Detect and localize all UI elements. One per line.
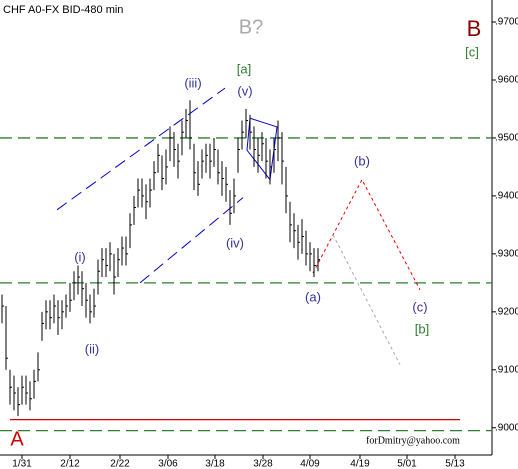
wave-label: A bbox=[10, 428, 24, 450]
y-tick-label: .9200 bbox=[495, 306, 518, 317]
x-tick-label: 5/01 bbox=[397, 459, 417, 469]
y-tick-label: .9500 bbox=[495, 133, 518, 144]
y-tick-label: .9600 bbox=[495, 75, 518, 86]
wave-label: (iv) bbox=[226, 235, 244, 250]
x-tick-label: 4/09 bbox=[300, 459, 320, 469]
y-tick-label: .9100 bbox=[495, 364, 518, 375]
watermark: forDmitry@yahoo.com bbox=[366, 435, 460, 446]
y-tick-label: .9700 bbox=[495, 17, 518, 28]
wave-label: B bbox=[467, 16, 482, 41]
chart-title: CHF A0-FX BID-480 min bbox=[3, 4, 123, 16]
x-tick-label: 2/22 bbox=[110, 459, 130, 469]
y-tick-label: .9400 bbox=[495, 191, 518, 202]
x-tick-label: 4/19 bbox=[350, 459, 370, 469]
wave-label: (ii) bbox=[85, 341, 99, 356]
wave-line bbox=[332, 234, 401, 365]
wave-label: B? bbox=[239, 16, 263, 38]
wave-label: (v) bbox=[237, 83, 252, 98]
wave-label: (iii) bbox=[184, 75, 201, 90]
y-tick-label: .9000 bbox=[495, 422, 518, 433]
wave-label: [b] bbox=[415, 321, 429, 336]
wave-label: (c) bbox=[412, 299, 427, 314]
wave-label: [a] bbox=[237, 61, 251, 76]
y-tick-label: .9300 bbox=[495, 249, 518, 260]
x-tick-label: 3/06 bbox=[158, 459, 178, 469]
wave-line bbox=[139, 197, 244, 284]
wave-label: (a) bbox=[305, 289, 321, 304]
wave-label: [c] bbox=[465, 44, 479, 59]
x-tick-label: 3/18 bbox=[205, 459, 225, 469]
wave-line bbox=[312, 178, 421, 291]
wave-label: (b) bbox=[354, 153, 370, 168]
x-tick-label: 2/12 bbox=[60, 459, 80, 469]
x-tick-label: 5/13 bbox=[445, 459, 465, 469]
wave-line bbox=[56, 87, 226, 211]
x-tick-label: 1/31 bbox=[12, 459, 32, 469]
wave-label: (i) bbox=[74, 249, 86, 264]
x-tick-label: 3/28 bbox=[253, 459, 273, 469]
